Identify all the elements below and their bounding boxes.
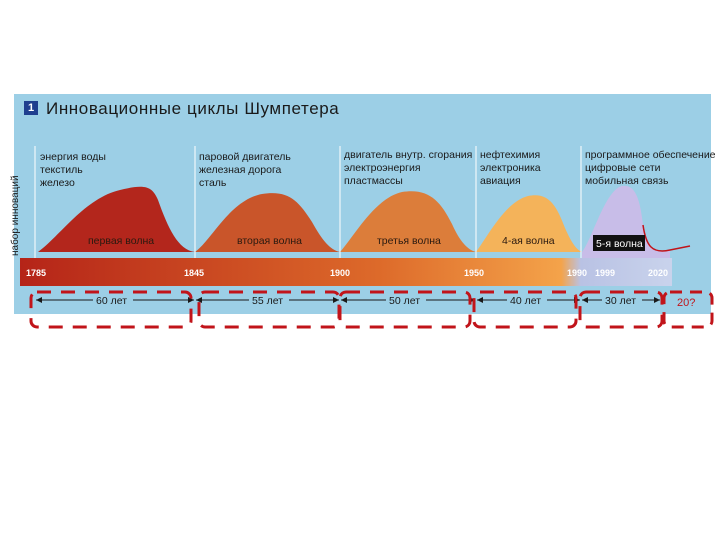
wave-shape-2 xyxy=(195,193,340,252)
year-label-1900: 1900 xyxy=(330,268,350,278)
wave-5-innovation-3: мобильная связь xyxy=(585,175,669,187)
arrowhead xyxy=(654,297,660,303)
wave-4-innovation-3: авиация xyxy=(480,175,521,187)
wave-3-innovation-2: электроэнергия xyxy=(344,162,421,174)
year-label-1950: 1950 xyxy=(464,268,484,278)
arrowhead xyxy=(341,297,347,303)
year-label-2020: 2020 xyxy=(648,268,668,278)
wave-2-name: вторая волна xyxy=(237,235,302,247)
wave-1-innovation-2: текстиль xyxy=(40,164,83,176)
wave-shape-3 xyxy=(340,191,476,252)
duration-label-4: 40 лет xyxy=(510,295,541,307)
wave-2-innovation-2: железная дорога xyxy=(199,164,282,176)
wave-3-name: третья волна xyxy=(377,235,441,247)
wave-3-innovation-3: пластмассы xyxy=(344,175,403,187)
duration-label-bg xyxy=(602,293,642,307)
highlight-box-4 xyxy=(472,290,578,329)
arrowhead xyxy=(333,297,339,303)
timeline-bar xyxy=(20,258,672,286)
wave-5-innovation-2: цифровые сети xyxy=(585,162,661,174)
wave-2-innovation-1: паровой двигатель xyxy=(199,151,291,163)
wave-1-name: первая волна xyxy=(88,235,154,247)
figure-number-badge: 1 xyxy=(24,101,38,115)
highlight-box-5 xyxy=(578,290,664,329)
wave-4-innovation-1: нефтехимия xyxy=(480,149,540,161)
duration-label-3: 50 лет xyxy=(389,295,420,307)
wave-4-innovation-2: электроника xyxy=(480,162,541,174)
year-label-1845: 1845 xyxy=(184,268,204,278)
year-label-1785: 1785 xyxy=(26,268,46,278)
wave-3-innovation-1: двигатель внутр. сгорания xyxy=(344,149,472,161)
duration-label-bg xyxy=(93,293,133,307)
arrowhead xyxy=(196,297,202,303)
wave-5-name: 5-я волна xyxy=(596,238,643,250)
wave-1-innovation-3: железо xyxy=(40,177,75,189)
duration-label-bg xyxy=(507,293,547,307)
duration-label-2: 55 лет xyxy=(252,295,283,307)
duration-label-1: 60 лет xyxy=(96,295,127,307)
year-label-1999: 1999 xyxy=(595,268,615,278)
diagram-title: Инновационные циклы Шумпетера xyxy=(46,99,340,118)
next-duration-label: 20? xyxy=(677,297,695,309)
highlight-box-1 xyxy=(29,290,193,329)
arrowhead xyxy=(36,297,42,303)
wave-2-innovation-3: сталь xyxy=(199,177,227,189)
wave-4-name: 4-ая волна xyxy=(502,235,555,247)
highlight-box-3 xyxy=(338,290,472,329)
arrowhead xyxy=(477,297,483,303)
duration-label-bg xyxy=(386,293,426,307)
wave-shape-1 xyxy=(38,186,195,252)
arrowhead xyxy=(582,297,588,303)
wave-5-tail-curve xyxy=(642,224,691,252)
wave-1-innovation-1: энергия воды xyxy=(40,151,106,163)
wave-5-name-box xyxy=(593,235,645,251)
year-label-1990: 1990 xyxy=(567,268,587,278)
wave-5-innovation-1: программное обеспечение xyxy=(585,149,716,161)
duration-label-bg xyxy=(249,293,289,307)
duration-label-5: 30 лет xyxy=(605,295,636,307)
wave-shape-4 xyxy=(476,195,582,252)
